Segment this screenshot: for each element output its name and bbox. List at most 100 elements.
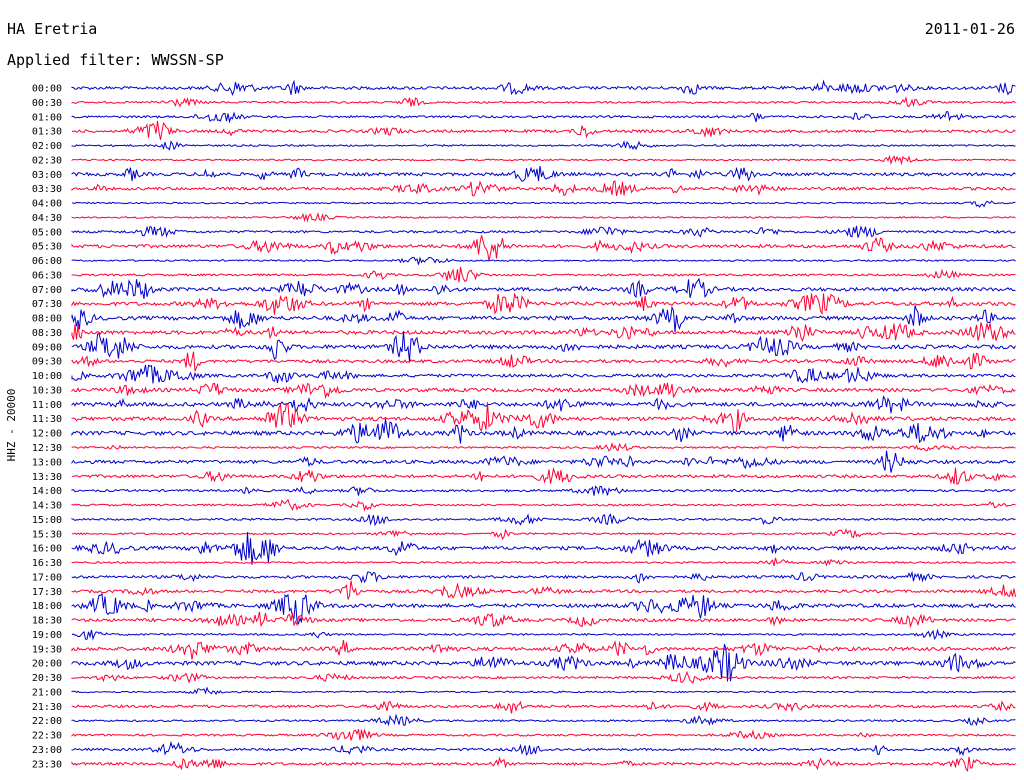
trace-row-0630 xyxy=(71,266,1016,283)
trace-row-1330 xyxy=(71,466,1016,485)
time-label: 07:00 xyxy=(32,285,62,296)
time-label: 08:00 xyxy=(32,314,62,325)
trace-row-2030 xyxy=(71,670,1016,684)
station-title: HA Eretria xyxy=(7,20,98,38)
time-label: 05:00 xyxy=(32,227,62,238)
trace-row-0400 xyxy=(72,200,1016,208)
time-label: 02:00 xyxy=(32,141,62,152)
time-label: 21:00 xyxy=(32,687,62,698)
trace-row-1630 xyxy=(71,557,1016,567)
trace-row-0930 xyxy=(71,351,1016,372)
time-label: 00:00 xyxy=(32,84,62,95)
time-label: 06:30 xyxy=(32,270,62,281)
trace-row-0330 xyxy=(71,180,1016,197)
time-label: 15:30 xyxy=(32,529,62,540)
time-label: 02:30 xyxy=(32,155,62,166)
trace-row-2200 xyxy=(71,713,1016,727)
trace-row-0800 xyxy=(71,305,1016,333)
trace-row-2130 xyxy=(71,700,1016,714)
trace-row-1600 xyxy=(71,532,1016,565)
trace-row-1800 xyxy=(71,592,1016,625)
time-label: 16:30 xyxy=(32,558,62,569)
trace-row-1700 xyxy=(71,570,1016,584)
trace-row-0500 xyxy=(71,225,1016,238)
trace-row-0230 xyxy=(71,154,1016,166)
time-label: 22:00 xyxy=(32,716,62,727)
time-label: 17:00 xyxy=(32,572,62,583)
trace-row-0730 xyxy=(71,293,1016,316)
trace-row-1530 xyxy=(71,528,1016,540)
time-label: 21:30 xyxy=(32,702,62,713)
trace-row-0430 xyxy=(71,212,1016,223)
trace-row-1300 xyxy=(71,450,1016,473)
time-label: 12:00 xyxy=(32,429,62,440)
time-label: 13:30 xyxy=(32,472,62,483)
trace-lines xyxy=(71,79,1016,773)
time-label: 01:30 xyxy=(32,127,62,138)
trace-row-0830 xyxy=(71,322,1016,343)
trace-row-1500 xyxy=(71,513,1016,527)
time-label: 04:00 xyxy=(32,199,62,210)
time-label: 22:30 xyxy=(32,731,62,742)
trace-row-0200 xyxy=(71,140,1016,151)
trace-row-0130 xyxy=(71,120,1016,140)
trace-row-0530 xyxy=(71,235,1016,261)
trace-row-1730 xyxy=(71,580,1016,600)
time-label: 17:30 xyxy=(32,587,62,598)
trace-row-2330 xyxy=(71,756,1016,773)
trace-row-2100 xyxy=(71,686,1016,695)
trace-row-1200 xyxy=(71,418,1016,444)
trace-row-0600 xyxy=(71,256,1016,265)
time-label: 03:30 xyxy=(32,184,62,195)
trace-row-1830 xyxy=(71,611,1016,629)
time-label: 09:00 xyxy=(32,342,62,353)
trace-row-0900 xyxy=(71,331,1016,362)
time-labels: 00:00 00:30 01:00 01:30 02:00 02:30 03:00 03:30… xyxy=(32,84,62,771)
trace-row-1900 xyxy=(71,628,1016,641)
trace-row-1000 xyxy=(71,364,1016,384)
time-label: 09:30 xyxy=(32,357,62,368)
time-label: 23:30 xyxy=(32,759,62,770)
trace-row-1430 xyxy=(71,498,1016,512)
filter-label: Applied filter: WWSSN-SP xyxy=(7,51,224,69)
time-label: 20:30 xyxy=(32,673,62,684)
time-label: 08:30 xyxy=(32,328,62,339)
time-label: 05:30 xyxy=(32,242,62,253)
time-label: 12:30 xyxy=(32,443,62,454)
trace-row-1400 xyxy=(71,485,1016,496)
time-label: 20:00 xyxy=(32,659,62,670)
trace-row-2000 xyxy=(71,643,1016,682)
time-label: 11:00 xyxy=(32,400,62,411)
time-label: 03:00 xyxy=(32,170,62,181)
trace-row-0030 xyxy=(71,96,1016,108)
trace-row-2230 xyxy=(71,728,1016,741)
time-label: 23:00 xyxy=(32,745,62,756)
time-label: 18:30 xyxy=(32,616,62,627)
trace-row-1030 xyxy=(71,382,1016,400)
time-label: 06:00 xyxy=(32,256,62,267)
time-label: 07:30 xyxy=(32,299,62,310)
trace-row-1130 xyxy=(71,402,1016,434)
time-label: 14:00 xyxy=(32,486,62,497)
time-label: 14:30 xyxy=(32,501,62,512)
trace-row-1930 xyxy=(71,640,1016,660)
trace-row-0000 xyxy=(71,79,1016,97)
date-label: 2011-01-26 xyxy=(924,20,1015,38)
trace-row-0300 xyxy=(71,165,1016,182)
time-label: 16:00 xyxy=(32,544,62,555)
time-label: 13:00 xyxy=(32,457,62,468)
time-label: 19:00 xyxy=(32,630,62,641)
trace-row-1230 xyxy=(71,442,1016,452)
time-label: 15:00 xyxy=(32,515,62,526)
time-label: 04:30 xyxy=(32,213,62,224)
time-label: 11:30 xyxy=(32,414,62,425)
time-label: 01:00 xyxy=(32,112,62,123)
time-label: 10:00 xyxy=(32,371,62,382)
trace-row-0700 xyxy=(71,277,1016,299)
trace-row-0100 xyxy=(71,111,1016,124)
time-label: 00:30 xyxy=(32,98,62,109)
time-label: 19:30 xyxy=(32,644,62,655)
trace-row-1100 xyxy=(71,395,1016,414)
time-label: 10:30 xyxy=(32,385,62,396)
